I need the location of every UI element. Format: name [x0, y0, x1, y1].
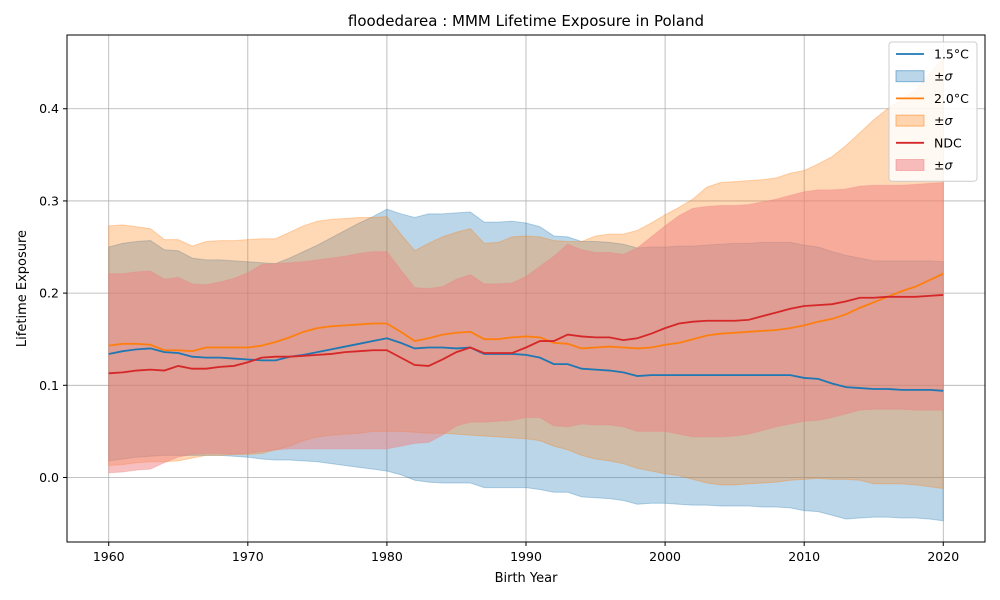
legend-band-swatch	[895, 70, 925, 83]
legend-band-swatch	[895, 114, 925, 127]
y-tick-label: 0.2	[39, 286, 59, 301]
band-2	[108, 181, 944, 474]
ticks: 1960 1970 1980 1990 2000 2010 2020 0.0 0.1 0.2 0.3…	[39, 101, 959, 564]
y-tick-label: 0.4	[39, 101, 59, 116]
x-tick-label: 1970	[232, 549, 264, 564]
x-tick-label: 2020	[927, 549, 959, 564]
legend-label: 2.0°C	[934, 91, 969, 106]
legend-box	[888, 41, 978, 182]
x-tick-label: 1990	[510, 549, 542, 564]
legend-label: ±σ	[934, 158, 953, 173]
legend-label: 1.5°C	[934, 47, 969, 62]
series-line-0	[108, 337, 944, 392]
x-tick-label: 2000	[649, 549, 681, 564]
legend-label: ±σ	[934, 69, 953, 84]
x-tick-label: 1960	[93, 549, 125, 564]
y-tick-label: 0.0	[39, 470, 59, 485]
series-lines	[108, 272, 944, 392]
legend-label: ±σ	[934, 113, 953, 128]
x-tick-label: 1980	[371, 549, 403, 564]
series-line-1	[108, 272, 944, 353]
chart-title: floodedarea : MMM Lifetime Exposure in P…	[348, 12, 704, 30]
series-line-2	[108, 294, 944, 375]
legend-label: NDC	[934, 135, 962, 150]
y-tick-label: 0.3	[39, 193, 59, 208]
y-axis-label: Lifetime Exposure	[15, 230, 30, 347]
bands	[108, 56, 944, 522]
y-tick-label: 0.1	[39, 378, 59, 393]
x-axis-label: Birth Year	[495, 571, 559, 586]
x-tick-label: 2010	[788, 549, 820, 564]
legend: 1.5°C ±σ 2.0°C ±σ NDC ±σ	[888, 41, 978, 182]
legend-band-swatch	[895, 159, 925, 171]
